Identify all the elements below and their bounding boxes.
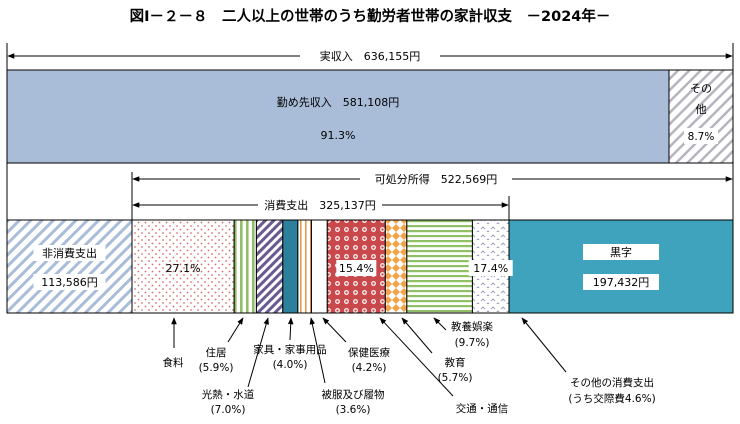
callout-label-transport-1: 交通・通信 xyxy=(456,402,509,415)
surplus-label: 黒字 xyxy=(610,245,632,259)
segment-clothing xyxy=(297,219,312,314)
callout-label-food-1: 食料 xyxy=(163,356,184,369)
callout-arrow-recreation xyxy=(433,317,447,331)
food-pct: 27.1% xyxy=(166,262,201,275)
nonconsumption-value-bg xyxy=(33,274,106,290)
disposable-label: 可処分所得 522,569円 xyxy=(375,173,498,186)
callout-label-education-1: 教育 xyxy=(445,356,466,369)
callout-label-clothing-1: 被服及び履物 xyxy=(322,388,385,401)
surplus-value-bg xyxy=(583,274,659,290)
callout-arrow-utilities xyxy=(247,317,269,388)
callout-label-furniture-1: 家具・家事用品 xyxy=(253,343,327,356)
segment-work-income xyxy=(6,69,670,164)
segment-furniture xyxy=(282,219,299,314)
transport-pct-bg xyxy=(336,260,377,276)
segment-education xyxy=(384,219,408,314)
nonconsumption-label-bg xyxy=(33,245,106,261)
callout-label-medical-1: 保健医療 xyxy=(348,346,390,359)
segment-other-income xyxy=(668,69,734,164)
callout-label-other-consumption-2: (うち交際費4.6%) xyxy=(568,392,655,405)
segment-recreation xyxy=(406,219,473,314)
other-income-label-line1: その xyxy=(690,82,712,95)
segment-surplus xyxy=(508,219,734,314)
callout-label-clothing-2: (3.6%) xyxy=(336,404,371,416)
actual-income-label: 実収入 636,155円 xyxy=(320,49,421,63)
disposable-label-bg xyxy=(360,171,512,186)
callout-label-housing-1: 住居 xyxy=(206,346,227,359)
callout-label-medical-2: (4.2%) xyxy=(352,362,387,374)
callout-label-housing-2: (5.9%) xyxy=(199,362,234,374)
callout-label-utilities-1: 光熱・水道 xyxy=(202,388,255,401)
surplus-value: 197,432円 xyxy=(593,276,650,289)
callout-label-utilities-2: (7.0%) xyxy=(211,404,246,416)
segment-medical xyxy=(310,219,328,314)
recreation-pct-bg xyxy=(468,260,513,276)
recreation-pct: 17.4% xyxy=(473,262,508,275)
work-income-pct: 91.3% xyxy=(321,129,356,142)
nonconsumption-label: 非消費支出 xyxy=(42,246,97,260)
segment-utilities xyxy=(255,219,284,314)
callout-arrow-furniture xyxy=(287,317,294,341)
segment-food xyxy=(131,219,235,314)
consumption-label-bg xyxy=(258,197,382,212)
other-income-pct-bg xyxy=(684,128,718,144)
chart-title: 図Ⅰ－２－８ 二人以上の世帯のうち勤労者世帯の家計収支 －2024年－ xyxy=(130,7,611,25)
consumption-label: 消費支出 325,137円 xyxy=(264,198,376,212)
callout-arrow-transport xyxy=(379,317,454,397)
callout-arrow-other-consumption xyxy=(521,317,567,373)
callout-label-recreation-1: 教養娯楽 xyxy=(451,320,493,333)
callout-arrow-clothing xyxy=(309,317,326,384)
callout-arrow-medical xyxy=(322,317,347,343)
callout-arrow-housing xyxy=(227,317,244,343)
other-income-pct: 8.7% xyxy=(688,131,715,143)
other-income-label-line2: 他 xyxy=(696,103,707,116)
callout-label-furniture-2: (4.0%) xyxy=(273,359,308,371)
nonconsumption-value: 113,586円 xyxy=(41,276,98,289)
transport-pct: 15.4% xyxy=(339,262,374,275)
surplus-label-bg xyxy=(583,244,659,260)
segment-housing xyxy=(233,219,257,314)
work-income-label: 勤め先収入 581,108円 xyxy=(277,96,400,109)
actual-income-label-bg xyxy=(300,48,440,63)
callout-arrow-education xyxy=(401,317,433,354)
segment-nonconsumption xyxy=(6,219,133,314)
callout-label-other-consumption-1: その他の消費支出 xyxy=(570,376,654,389)
callout-label-education-2: (5.7%) xyxy=(438,372,473,384)
callout-label-recreation-2: (9.7%) xyxy=(455,337,490,349)
